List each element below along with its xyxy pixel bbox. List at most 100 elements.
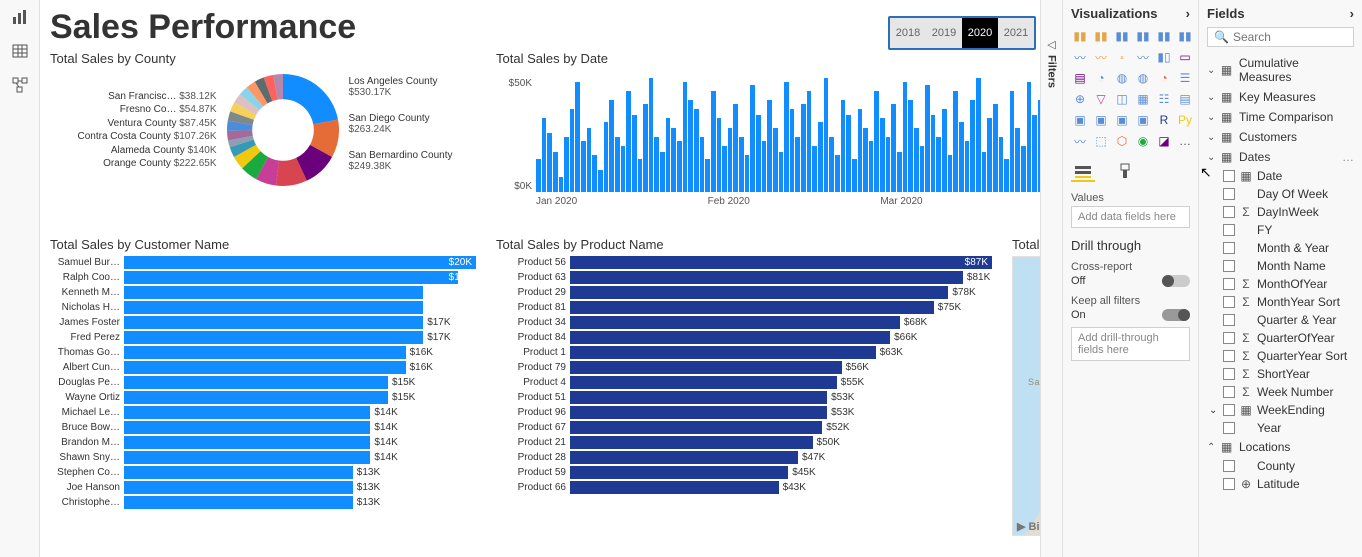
map-visual[interactable]: ▶ Bing © 2020 HERE, © 2020 Microsoft Cor… xyxy=(1012,256,1040,536)
bar-chart-icon[interactable] xyxy=(11,8,29,26)
field-day-of-week[interactable]: Day Of Week xyxy=(1207,185,1354,203)
bar-row[interactable]: Product 56$87K xyxy=(496,256,992,269)
table-key-measures[interactable]: ⌄▦Key Measures xyxy=(1207,87,1354,107)
viz-type-icon[interactable]: ◔ xyxy=(1092,69,1110,87)
donut-sales-by-county[interactable]: Total Sales by County San Francisc… $38.… xyxy=(50,51,480,231)
values-well[interactable]: Add data fields here xyxy=(1071,206,1190,228)
bar-row[interactable]: Product 59$45K xyxy=(496,466,992,479)
table-time-comparison[interactable]: ⌄▦Time Comparison xyxy=(1207,107,1354,127)
bar-row[interactable]: Ralph Coo…$19K xyxy=(50,271,476,284)
field-date[interactable]: ▦Date xyxy=(1207,167,1354,185)
bar-row[interactable]: Product 21$50K xyxy=(496,436,992,449)
table-cumulative-measures[interactable]: ⌄▦Cumulative Measures xyxy=(1207,53,1354,87)
field-month-name[interactable]: Month Name xyxy=(1207,257,1354,275)
year-option[interactable]: 2018 xyxy=(890,18,926,48)
viz-type-icon[interactable]: ▮▮ xyxy=(1155,27,1173,45)
viz-type-icon[interactable]: ▦ xyxy=(1134,90,1152,108)
bar-sales-by-customer[interactable]: Total Sales by Customer Name Samuel Bur…… xyxy=(50,237,480,537)
viz-type-icon[interactable]: 〰 xyxy=(1134,48,1152,66)
format-tab[interactable] xyxy=(1113,162,1137,182)
bar-row[interactable]: James Foster$17K xyxy=(50,316,476,329)
bar-row[interactable]: Samuel Bur…$20K xyxy=(50,256,476,269)
bar-row[interactable]: Product 51$53K xyxy=(496,391,992,404)
chevron-right-icon[interactable]: › xyxy=(1350,6,1354,21)
field-monthofyear[interactable]: ΣMonthOfYear xyxy=(1207,275,1354,293)
viz-type-icon[interactable]: ▣ xyxy=(1071,111,1089,129)
field-week-number[interactable]: ΣWeek Number xyxy=(1207,383,1354,401)
year-option[interactable]: 2021 xyxy=(998,18,1034,48)
viz-type-icon[interactable]: ⬞ xyxy=(1113,48,1131,66)
viz-type-icon[interactable]: … xyxy=(1176,132,1194,150)
map-profits-by-location[interactable]: Total Profits by Store Location ▶ Bing ©… xyxy=(1012,237,1040,537)
bar-row[interactable]: Product 67$52K xyxy=(496,421,992,434)
viz-type-icon[interactable]: ◪ xyxy=(1155,132,1173,150)
viz-type-icon[interactable]: ▣ xyxy=(1134,111,1152,129)
field-dayinweek[interactable]: ΣDayInWeek xyxy=(1207,203,1354,221)
search-input[interactable] xyxy=(1233,30,1362,44)
viz-type-icon[interactable]: 〰 xyxy=(1071,132,1089,150)
bar-row[interactable]: Bruce Bow…$14K xyxy=(50,421,476,434)
fields-tab[interactable] xyxy=(1071,162,1095,182)
table-customers[interactable]: ⌄▦Customers xyxy=(1207,127,1354,147)
year-slicer[interactable]: 2018201920202021 xyxy=(888,16,1036,50)
viz-type-icon[interactable]: ☷ xyxy=(1155,90,1173,108)
viz-type-icon[interactable]: ▮▮ xyxy=(1113,27,1131,45)
field-county[interactable]: County xyxy=(1207,457,1354,475)
viz-type-icon[interactable]: ▮▮ xyxy=(1092,27,1110,45)
table-icon[interactable] xyxy=(11,42,29,60)
year-option[interactable]: 2020 xyxy=(962,18,998,48)
viz-type-icon[interactable]: R xyxy=(1155,111,1173,129)
viz-type-icon[interactable]: ☰ xyxy=(1176,69,1194,87)
viz-type-icon[interactable]: 〰 xyxy=(1071,48,1089,66)
table-dates[interactable]: ⌄▦Dates… xyxy=(1207,147,1354,167)
bar-row[interactable]: Product 34$68K xyxy=(496,316,992,329)
bar-row[interactable]: Joe Hanson$13K xyxy=(50,481,476,494)
bar-row[interactable]: Product 1$63K xyxy=(496,346,992,359)
bar-row[interactable]: Kenneth M…$17K xyxy=(50,286,476,299)
fields-search[interactable]: 🔍 xyxy=(1207,27,1354,47)
bar-row[interactable]: Product 29$78K xyxy=(496,286,992,299)
field-shortyear[interactable]: ΣShortYear xyxy=(1207,365,1354,383)
bar-row[interactable]: Wayne Ortiz$15K xyxy=(50,391,476,404)
bar-row[interactable]: Fred Perez$17K xyxy=(50,331,476,344)
viz-type-icon[interactable]: ◉ xyxy=(1134,132,1152,150)
viz-type-icon[interactable]: ◔ xyxy=(1155,69,1173,87)
bar-row[interactable]: Product 81$75K xyxy=(496,301,992,314)
chevron-right-icon[interactable]: › xyxy=(1186,6,1190,21)
bar-row[interactable]: Christophe…$13K xyxy=(50,496,476,509)
viz-type-icon[interactable]: 〰 xyxy=(1092,48,1110,66)
field-year[interactable]: Year xyxy=(1207,419,1354,437)
table-locations[interactable]: ⌃▦Locations xyxy=(1207,437,1354,457)
viz-type-icon[interactable]: ▮▮ xyxy=(1134,27,1152,45)
viz-type-icon[interactable]: ▮▮ xyxy=(1176,27,1194,45)
viz-type-icon[interactable]: ▤ xyxy=(1071,69,1089,87)
viz-type-icon[interactable]: ◍ xyxy=(1134,69,1152,87)
bar-row[interactable]: Product 66$43K xyxy=(496,481,992,494)
keep-filters-toggle[interactable] xyxy=(1162,309,1190,321)
field-weekending[interactable]: ⌄▦WeekEnding xyxy=(1207,401,1354,419)
viz-type-icon[interactable]: ⬡ xyxy=(1113,132,1131,150)
viz-type-icon[interactable]: ◫ xyxy=(1113,90,1131,108)
bar-sales-by-product[interactable]: Total Sales by Product Name Product 56$8… xyxy=(496,237,996,537)
bar-row[interactable]: Product 84$66K xyxy=(496,331,992,344)
viz-type-icon[interactable]: ▭ xyxy=(1176,48,1194,66)
field-fy[interactable]: FY xyxy=(1207,221,1354,239)
field-quarteryear-sort[interactable]: ΣQuarterYear Sort xyxy=(1207,347,1354,365)
bar-row[interactable]: Michael Le…$14K xyxy=(50,406,476,419)
bar-row[interactable]: Product 28$47K xyxy=(496,451,992,464)
bar-row[interactable]: Douglas Pe…$15K xyxy=(50,376,476,389)
field-month-&-year[interactable]: Month & Year xyxy=(1207,239,1354,257)
field-quarterofyear[interactable]: ΣQuarterOfYear xyxy=(1207,329,1354,347)
bar-row[interactable]: Stephen Co…$13K xyxy=(50,466,476,479)
model-icon[interactable] xyxy=(11,76,29,94)
bar-row[interactable]: Product 4$55K xyxy=(496,376,992,389)
bar-row[interactable]: Product 96$53K xyxy=(496,406,992,419)
filters-pane-collapsed[interactable]: ◁ Filters xyxy=(1040,0,1062,557)
viz-type-icon[interactable]: ▣ xyxy=(1113,111,1131,129)
year-option[interactable]: 2019 xyxy=(926,18,962,48)
bar-row[interactable]: Brandon M…$14K xyxy=(50,436,476,449)
viz-type-icon[interactable]: ▮▮ xyxy=(1071,27,1089,45)
viz-type-icon[interactable]: ▮▯ xyxy=(1155,48,1173,66)
field-monthyear-sort[interactable]: ΣMonthYear Sort xyxy=(1207,293,1354,311)
viz-type-icon[interactable]: ▣ xyxy=(1092,111,1110,129)
